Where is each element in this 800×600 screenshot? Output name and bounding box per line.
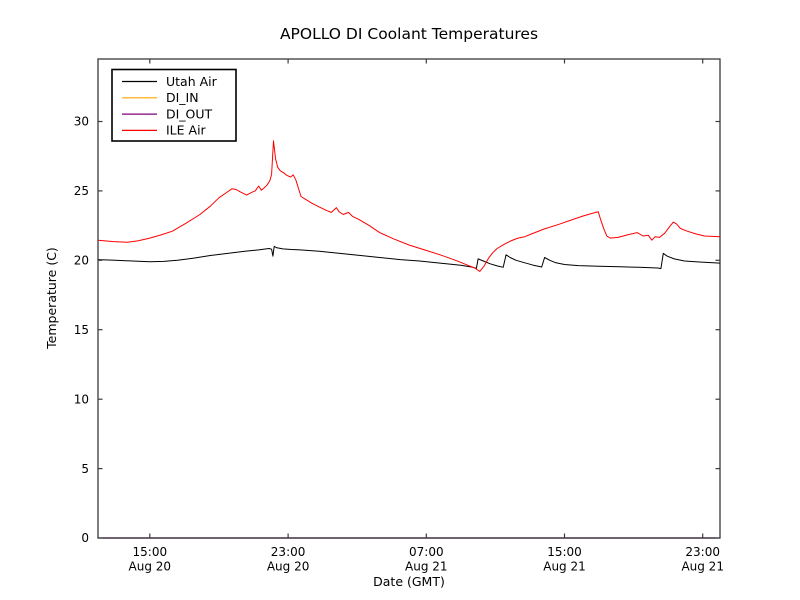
y-tick-label: 5 bbox=[81, 462, 89, 476]
axis-ticks bbox=[98, 59, 720, 539]
x-tick-label-time: 15:00 bbox=[547, 545, 582, 559]
x-tick-label-time: 23:00 bbox=[271, 545, 306, 559]
legend-label-di-out: DI_OUT bbox=[166, 106, 213, 121]
legend-item-di-in: DI_IN bbox=[122, 90, 199, 105]
legend-label-di-in: DI_IN bbox=[166, 90, 199, 105]
x-tick-label-time: 23:00 bbox=[685, 545, 720, 559]
legend-label-ile-air: ILE Air bbox=[166, 123, 207, 138]
x-tick-label-date: Aug 20 bbox=[267, 560, 310, 574]
legend-item-utah-air: Utah Air bbox=[122, 74, 218, 89]
y-tick-label: 10 bbox=[74, 392, 89, 406]
x-tick-label-time: 07:00 bbox=[409, 545, 444, 559]
y-tick-label: 25 bbox=[74, 184, 89, 198]
x-axis-label: Date (GMT) bbox=[373, 574, 445, 589]
data-series-lines bbox=[97, 140, 721, 272]
y-tick-label: 0 bbox=[81, 531, 89, 545]
series-line-utah-air bbox=[97, 245, 721, 270]
plot-border bbox=[97, 58, 721, 539]
chart-title: APOLLO DI Coolant Temperatures bbox=[280, 25, 538, 43]
x-tick-label-date: Aug 21 bbox=[405, 560, 448, 574]
y-tick-label: 30 bbox=[74, 115, 89, 129]
y-tick-label: 15 bbox=[74, 323, 89, 337]
x-tick-label-date: Aug 20 bbox=[129, 560, 172, 574]
x-tick-label-date: Aug 21 bbox=[681, 560, 724, 574]
y-axis-label: Temperature (C) bbox=[44, 247, 59, 350]
legend-item-di-out: DI_OUT bbox=[122, 106, 213, 121]
series-line-ile-air bbox=[97, 140, 721, 272]
x-tick-label-time: 15:00 bbox=[133, 545, 168, 559]
y-tick-label: 20 bbox=[74, 254, 89, 268]
legend-label-utah-air: Utah Air bbox=[166, 74, 218, 89]
legend-item-ile-air: ILE Air bbox=[122, 123, 207, 138]
x-tick-label-date: Aug 21 bbox=[543, 560, 586, 574]
